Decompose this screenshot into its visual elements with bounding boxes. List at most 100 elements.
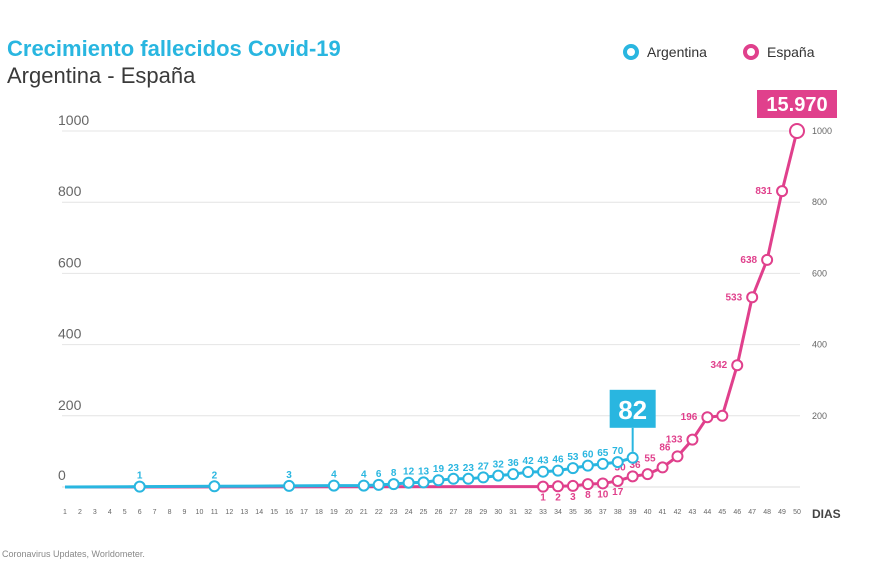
data-point [447, 472, 460, 485]
x-tick-label: 46 [733, 509, 741, 516]
data-point [537, 480, 550, 493]
x-tick-label: 29 [479, 509, 487, 516]
x-tick-label: 39 [629, 509, 637, 516]
data-label: 42 [523, 456, 535, 467]
data-label: 3 [570, 492, 576, 503]
data-label: 8 [391, 468, 397, 479]
series-line-españa [543, 130, 799, 489]
data-label: 3 [286, 470, 292, 481]
data-point [776, 185, 789, 198]
data-label: 2 [212, 470, 218, 481]
x-tick-label: 9 [183, 509, 187, 516]
source-note: Coronavirus Updates, Worldometer. [2, 549, 145, 559]
y-tick-label-right: 200 [812, 411, 827, 421]
chart-subtitle: Argentina - España [7, 63, 196, 88]
data-point [372, 478, 385, 491]
x-tick-label: 44 [703, 509, 711, 516]
data-point [611, 456, 624, 469]
data-point [626, 451, 639, 464]
data-point [761, 253, 774, 266]
data-point [283, 479, 296, 492]
chart-title: Crecimiento fallecidos Covid-19 [7, 36, 341, 61]
data-label: 1 [137, 471, 143, 482]
data-label: 30 [615, 462, 627, 473]
y-tick-label-left: 600 [58, 254, 82, 270]
data-point [133, 480, 146, 493]
data-point [701, 411, 714, 424]
data-point [402, 476, 415, 489]
callout-box-argentina [609, 389, 656, 428]
x-tick-label: 23 [390, 509, 398, 516]
legend-label-argentina: Argentina [647, 44, 707, 60]
x-tick-label: 18 [315, 509, 323, 516]
callout-text-espana: 15.970 [766, 94, 827, 116]
data-point [462, 472, 475, 485]
data-point [477, 471, 490, 484]
x-tick-label: 12 [225, 509, 233, 516]
x-tick-label: 25 [420, 509, 428, 516]
x-tick-label: 41 [659, 509, 667, 516]
callout-box-espana [757, 90, 837, 118]
x-tick-label: 50 [793, 509, 801, 516]
x-tick-label: 19 [330, 509, 338, 516]
data-label: 46 [552, 455, 564, 466]
y-tick-label-right: 400 [812, 340, 827, 350]
x-tick-label: 35 [569, 509, 577, 516]
data-point [671, 450, 684, 463]
y-tick-label-left: 1000 [58, 112, 89, 128]
x-tick-label: 36 [584, 509, 592, 516]
data-label: 23 [463, 463, 475, 474]
data-label: 133 [666, 435, 683, 446]
data-point [581, 478, 594, 491]
x-tick-label: 20 [345, 509, 353, 516]
data-label: 1 [540, 493, 546, 504]
data-point [566, 462, 579, 475]
x-tick-label: 30 [494, 509, 502, 516]
y-tick-label-right: 1000 [812, 126, 832, 136]
argentina-marker-icon [623, 44, 639, 60]
data-point [746, 291, 759, 304]
x-tick-label: 17 [300, 509, 308, 516]
x-tick-label: 33 [539, 509, 547, 516]
data-label: 70 [612, 446, 624, 457]
y-tick-label-left: 400 [58, 326, 82, 342]
data-label: 196 [681, 412, 698, 423]
x-tick-label: 40 [644, 509, 652, 516]
data-label: 12 [403, 467, 415, 478]
x-tick-label: 3 [93, 509, 97, 516]
x-tick-label: 31 [509, 509, 517, 516]
data-label: 4 [361, 470, 367, 481]
data-label: 6 [376, 469, 382, 480]
data-point [357, 479, 370, 492]
x-tick-label: 24 [405, 509, 413, 516]
data-point [537, 465, 550, 478]
data-point [626, 470, 639, 483]
data-point [581, 459, 594, 472]
y-tick-label-right: 600 [812, 268, 827, 278]
x-tick-label: 42 [674, 509, 682, 516]
x-tick-label: 43 [689, 509, 697, 516]
x-tick-label: 48 [763, 509, 771, 516]
x-tick-label: 45 [718, 509, 726, 516]
data-point [208, 480, 221, 493]
data-point [551, 480, 564, 493]
y-tick-label-left: 200 [58, 397, 82, 413]
data-point [731, 359, 744, 372]
data-label: 8 [585, 490, 591, 501]
data-point [641, 468, 654, 481]
x-tick-label: 37 [599, 509, 607, 516]
x-tick-label: 49 [778, 509, 786, 516]
x-tick-label: 5 [123, 509, 127, 516]
data-label: 19 [433, 464, 445, 475]
data-point [716, 409, 729, 422]
data-point [387, 478, 400, 491]
x-tick-label: 38 [614, 509, 622, 516]
x-tick-label: 4 [108, 509, 112, 516]
x-tick-label: 34 [554, 509, 562, 516]
data-point [789, 123, 805, 139]
data-point [596, 477, 609, 490]
legend-item-argentina: Argentina [623, 44, 707, 60]
data-label: 23 [448, 463, 460, 474]
data-point [327, 479, 340, 492]
